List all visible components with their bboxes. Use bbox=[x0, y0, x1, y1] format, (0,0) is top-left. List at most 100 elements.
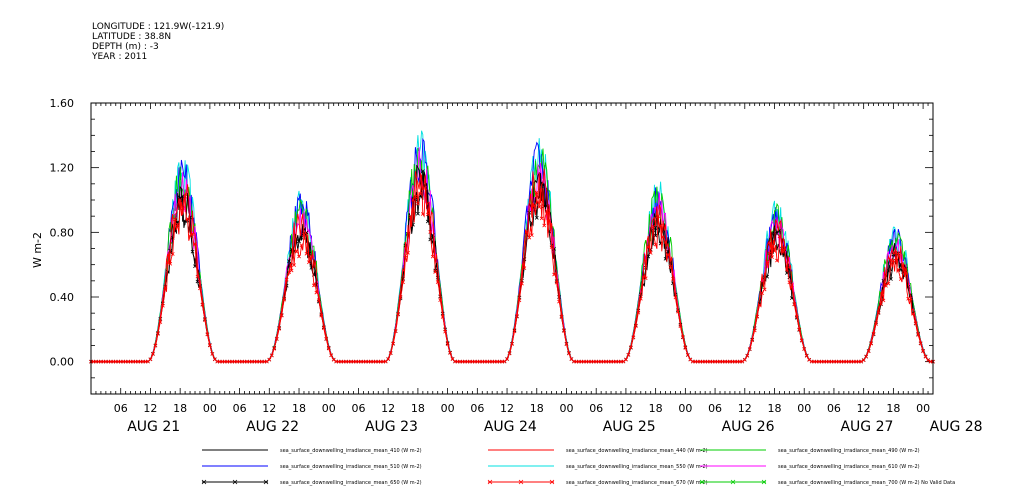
series-marker bbox=[871, 331, 876, 336]
legend-marker bbox=[201, 479, 207, 485]
x-tick-label: 00 bbox=[797, 402, 811, 415]
legend-marker bbox=[518, 479, 524, 485]
series-marker bbox=[416, 211, 420, 216]
day-label: AUG 26 bbox=[722, 419, 775, 435]
series-marker bbox=[416, 201, 420, 206]
series-marker bbox=[564, 342, 569, 347]
series-marker bbox=[420, 212, 425, 216]
series-marker bbox=[663, 240, 668, 244]
series-marker bbox=[671, 276, 675, 281]
x-tick-label: 06 bbox=[470, 402, 484, 415]
series-marker bbox=[683, 346, 688, 350]
series-marker bbox=[178, 197, 183, 202]
series-marker bbox=[547, 218, 552, 223]
x-tick-label: 06 bbox=[827, 402, 841, 415]
series-marker bbox=[680, 335, 685, 339]
series-marker bbox=[668, 264, 673, 269]
series-marker bbox=[804, 354, 809, 358]
series-marker bbox=[311, 283, 316, 288]
day-label: AUG 22 bbox=[246, 419, 299, 435]
series-marker bbox=[148, 357, 153, 362]
legend-label: sea_surface_downwelling_irradiance_mean_… bbox=[566, 480, 708, 486]
series-marker bbox=[879, 301, 883, 306]
series-marker bbox=[180, 206, 185, 211]
series-marker bbox=[267, 357, 272, 362]
series-marker bbox=[515, 314, 519, 318]
series-marker bbox=[326, 346, 331, 351]
series-marker bbox=[901, 264, 906, 268]
series-marker bbox=[792, 302, 797, 307]
x-tick-label: 00 bbox=[916, 402, 930, 415]
series-marker bbox=[294, 249, 299, 254]
series-marker bbox=[151, 352, 155, 357]
series-marker bbox=[522, 266, 527, 271]
depth-label: DEPTH (m) : -3 bbox=[92, 42, 159, 52]
series-marker bbox=[517, 298, 522, 303]
series-marker bbox=[794, 314, 799, 319]
legend: sea_surface_downwelling_irradiance_mean_… bbox=[201, 448, 955, 486]
series-marker bbox=[284, 277, 289, 282]
series-marker bbox=[507, 351, 512, 356]
series-marker bbox=[314, 290, 319, 295]
series-marker bbox=[413, 194, 418, 199]
x-tick-label: 06 bbox=[351, 402, 365, 415]
series-marker bbox=[307, 260, 311, 265]
series-line bbox=[91, 147, 933, 363]
legend-marker bbox=[699, 479, 705, 485]
series-marker bbox=[762, 287, 767, 292]
x-tick-label: 12 bbox=[262, 402, 276, 415]
legend-marker bbox=[232, 479, 238, 485]
plot-frame bbox=[90, 102, 934, 395]
series-marker bbox=[207, 343, 212, 348]
series-marker bbox=[185, 216, 190, 221]
series-marker bbox=[324, 336, 329, 341]
series-marker bbox=[168, 261, 173, 266]
series-marker bbox=[299, 235, 304, 240]
series-marker bbox=[898, 277, 903, 281]
series-marker bbox=[393, 329, 398, 334]
series-marker bbox=[269, 353, 274, 358]
series-marker bbox=[656, 214, 660, 218]
series-line bbox=[91, 147, 933, 363]
series-marker bbox=[643, 276, 648, 281]
legend-label: sea_surface_downwelling_irradiance_mean_… bbox=[778, 464, 920, 470]
series-marker bbox=[520, 281, 524, 286]
series-marker bbox=[544, 209, 549, 213]
y-tick-label: 0.00 bbox=[50, 356, 75, 369]
series-marker bbox=[542, 223, 547, 228]
y-tick-label: 0.80 bbox=[50, 226, 75, 239]
series-marker bbox=[183, 194, 187, 199]
series-marker bbox=[287, 259, 292, 264]
longitude-label: LONGITUDE : 121.9W(-121.9) bbox=[92, 22, 225, 32]
day-label: AUG 23 bbox=[365, 419, 418, 435]
series-marker bbox=[921, 349, 925, 354]
series-marker bbox=[297, 239, 301, 244]
x-tick-label: 18 bbox=[886, 402, 900, 415]
series-marker bbox=[886, 281, 891, 286]
x-tick-label: 06 bbox=[589, 402, 603, 415]
series-marker bbox=[628, 345, 633, 350]
series-marker bbox=[203, 318, 207, 322]
series-marker bbox=[190, 249, 195, 254]
x-tick-label: 12 bbox=[500, 402, 514, 415]
series-marker bbox=[896, 267, 901, 272]
series-marker bbox=[673, 295, 678, 300]
series-marker bbox=[557, 299, 561, 304]
series-marker bbox=[391, 341, 396, 346]
day-label: AUG 25 bbox=[603, 419, 656, 435]
series-marker bbox=[193, 241, 197, 246]
series-marker bbox=[398, 295, 403, 299]
series-marker bbox=[789, 283, 794, 288]
series-marker bbox=[155, 332, 160, 336]
series-marker bbox=[869, 341, 873, 346]
series-marker bbox=[329, 353, 334, 358]
series-marker bbox=[316, 298, 321, 302]
series-marker bbox=[767, 251, 772, 256]
series-line bbox=[91, 130, 933, 363]
series-marker bbox=[510, 342, 514, 346]
x-tick-label: 00 bbox=[203, 402, 217, 415]
series-marker bbox=[544, 203, 549, 208]
series-marker bbox=[309, 254, 314, 259]
series-marker bbox=[770, 255, 774, 260]
series-marker bbox=[747, 347, 752, 351]
